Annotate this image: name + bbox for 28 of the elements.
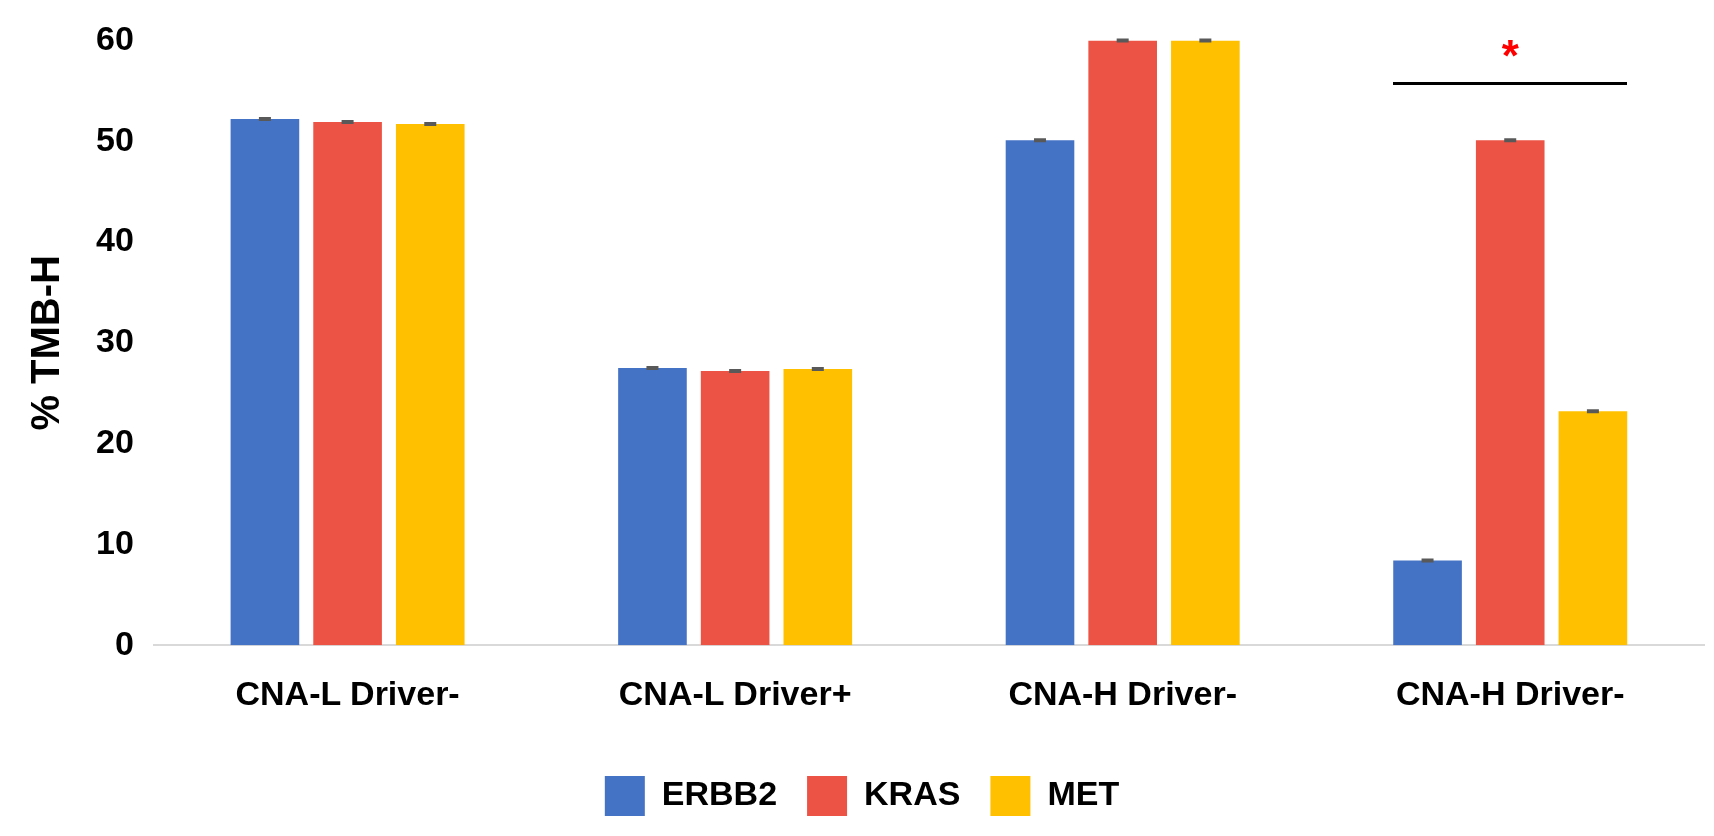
bar <box>618 368 687 646</box>
x-tick-label: CNA-L Driver+ <box>618 673 852 712</box>
bar <box>1171 40 1240 646</box>
bar <box>1475 140 1545 646</box>
legend-label: ERBB2 <box>661 774 778 813</box>
legend-label: MET <box>1047 774 1120 813</box>
bar <box>1558 411 1628 646</box>
bar <box>700 371 770 646</box>
y-tick-label: 10 <box>95 522 134 561</box>
bar <box>1005 140 1075 646</box>
y-tick-label: 60 <box>95 18 134 57</box>
bar <box>1393 560 1462 646</box>
bar <box>395 124 465 646</box>
annotation: * <box>1501 30 1520 80</box>
y-tick-label: 0 <box>114 623 134 662</box>
y-tick-label: 50 <box>95 119 134 158</box>
bar <box>230 119 300 646</box>
x-tick-label: CNA-H Driver- <box>1395 673 1625 712</box>
bar <box>313 122 382 646</box>
y-tick-label: 20 <box>95 421 134 460</box>
y-tick-label: 40 <box>95 220 134 259</box>
bar <box>1088 40 1157 646</box>
bar <box>783 369 853 646</box>
legend-label: KRAS <box>864 774 961 813</box>
x-tick-label: CNA-L Driver- <box>235 673 460 712</box>
x-tick-label: CNA-H Driver- <box>1008 673 1237 712</box>
y-tick-label: 30 <box>95 321 134 360</box>
y-axis-title: % TMB-H <box>23 255 68 431</box>
